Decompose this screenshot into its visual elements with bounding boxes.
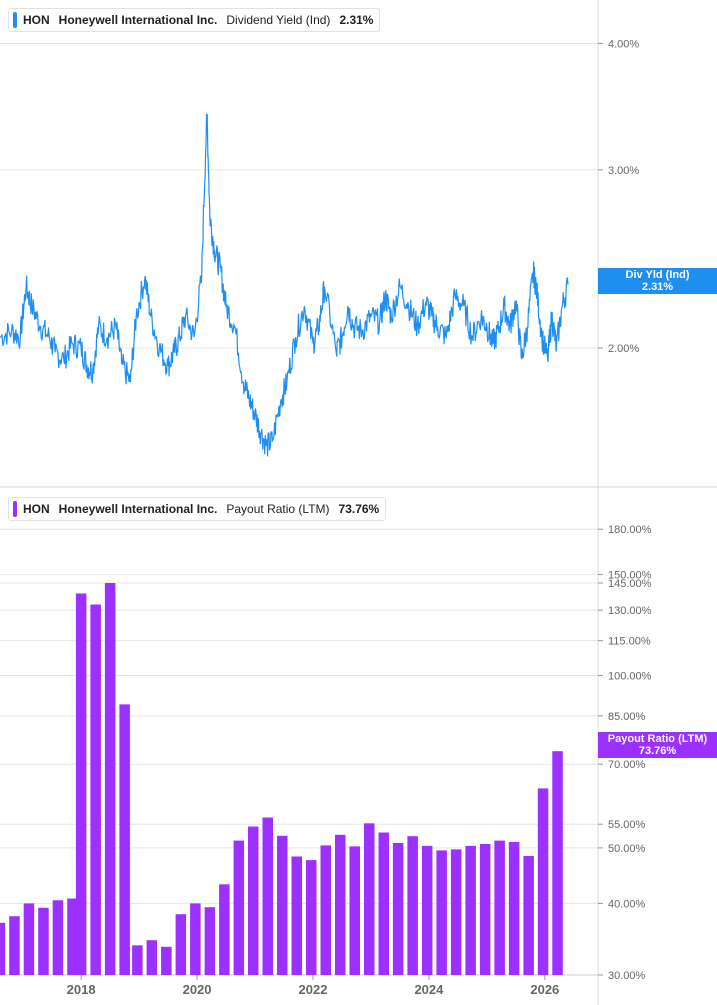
y-tick-label: 130.00% [608, 605, 652, 617]
y-tick-label: 115.00% [608, 636, 651, 648]
legend-company-name: Honeywell International Inc. [58, 13, 218, 27]
bottom-panel-y-axis: 30.00% 40.00% 50.00% 55.00% 70.00% 85.00% 100.… [598, 524, 652, 982]
payout-bar [104, 583, 116, 975]
y-tick-label: 2.00% [608, 343, 639, 355]
legend-ticker: HON [23, 13, 50, 27]
payout-bar [378, 832, 389, 975]
payout-bar [67, 898, 78, 975]
yield-series-line [0, 113, 569, 457]
payout-bar [38, 907, 49, 975]
legend-metric-name: Dividend Yield (Ind) [226, 13, 331, 27]
payout-bar [233, 840, 245, 975]
payout-bar [52, 900, 64, 975]
tag-label: Payout Ratio (LTM) [607, 733, 708, 745]
payout-bar [0, 922, 6, 975]
payout-bar [450, 849, 462, 975]
payout-bar [465, 845, 476, 975]
y-tick-label: 55.00% [608, 819, 646, 831]
payout-legend-swatch [13, 501, 17, 517]
payout-bar [23, 903, 35, 975]
top-panel-y-axis: 2.00% 3.00% 4.00% [598, 38, 639, 355]
payout-bar [364, 823, 375, 975]
payout-bar [119, 704, 130, 975]
payout-bar [349, 846, 360, 975]
y-tick-label: 3.00% [608, 165, 639, 177]
payout-bar [306, 860, 317, 975]
payout-bar [75, 593, 87, 975]
payout-bar [552, 751, 563, 975]
payout-current-value-tag: Payout Ratio (LTM) 73.76% [598, 732, 717, 758]
legend-metric-name: Payout Ratio (LTM) [226, 502, 330, 516]
y-tick-label: 100.00% [608, 670, 652, 682]
yield-legend[interactable]: HON Honeywell International Inc. Dividen… [8, 8, 381, 32]
y-tick-label: 4.00% [608, 38, 639, 50]
payout-bar [219, 884, 230, 975]
tag-value: 2.31% [641, 281, 674, 293]
tag-label: Div Yld (Ind) [625, 269, 690, 281]
y-tick-label: 30.00% [608, 970, 646, 982]
x-tick-label: 2026 [530, 982, 559, 997]
x-tick-label: 2018 [67, 982, 96, 997]
payout-bar [392, 843, 404, 975]
payout-legend[interactable]: HON Honeywell International Inc. Payout … [8, 497, 387, 521]
payout-bar [320, 845, 331, 975]
payout-bar [523, 856, 534, 975]
x-tick-label: 2022 [299, 982, 328, 997]
y-tick-label: 70.00% [608, 759, 646, 771]
payout-bar [9, 916, 20, 975]
payout-bar [436, 850, 447, 975]
payout-bar [277, 835, 288, 975]
payout-bar [291, 856, 302, 975]
top-panel-gridlines [0, 42, 598, 349]
payout-bar [90, 604, 101, 975]
x-tick-label: 2020 [183, 982, 212, 997]
payout-bar [494, 840, 505, 975]
payout-bar [204, 907, 216, 975]
yield-legend-swatch [13, 12, 17, 28]
yield-current-value-tag: Div Yld (Ind) 2.31% [598, 268, 717, 294]
y-tick-label: 150.00% [608, 570, 652, 582]
payout-bar [335, 834, 346, 975]
tag-value: 73.76% [638, 745, 677, 757]
yield-line-layer [0, 113, 569, 457]
legend-company-name: Honeywell International Inc. [58, 502, 218, 516]
payout-bar [508, 842, 520, 975]
y-tick-label: 40.00% [608, 898, 646, 910]
payout-bar [248, 826, 259, 975]
legend-current-value: 2.31% [339, 13, 374, 27]
y-tick-label: 50.00% [608, 843, 646, 855]
payout-bar-layer [0, 583, 563, 975]
payout-bar [161, 946, 172, 975]
payout-bar [407, 836, 418, 975]
payout-bar [479, 844, 491, 975]
payout-bar [421, 845, 433, 975]
y-tick-label: 180.00% [608, 524, 652, 536]
payout-bar [190, 903, 201, 975]
x-axis: 2018 2020 2022 2024 2026 [67, 975, 559, 997]
payout-bar [132, 945, 143, 975]
payout-bar [146, 940, 158, 975]
legend-current-value: 73.76% [338, 502, 380, 516]
legend-ticker: HON [23, 502, 50, 516]
y-tick-label: 145.00% [608, 578, 652, 590]
payout-bar [537, 788, 549, 975]
y-tick-label: 85.00% [608, 711, 646, 723]
payout-bar [175, 914, 187, 975]
x-tick-label: 2024 [414, 982, 444, 997]
payout-bar [262, 817, 273, 975]
